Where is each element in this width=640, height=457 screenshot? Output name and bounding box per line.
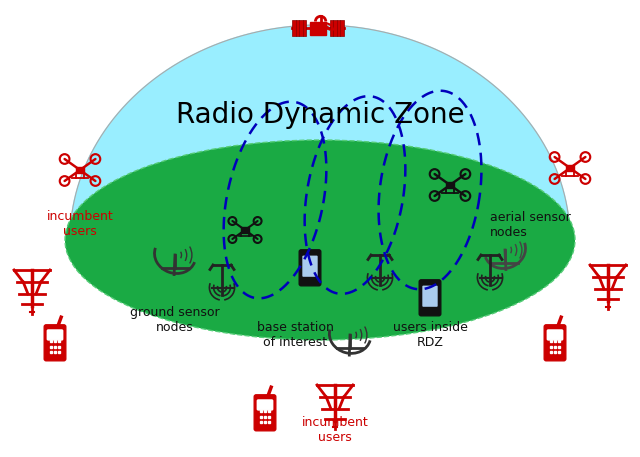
Text: incumbent
users: incumbent users bbox=[47, 210, 113, 238]
FancyBboxPatch shape bbox=[547, 330, 563, 340]
Bar bbox=[445, 182, 454, 188]
Bar bbox=[310, 21, 326, 34]
Bar bbox=[76, 167, 84, 173]
FancyBboxPatch shape bbox=[254, 395, 276, 431]
Polygon shape bbox=[70, 25, 570, 240]
FancyBboxPatch shape bbox=[302, 255, 317, 277]
Text: incumbent
users: incumbent users bbox=[301, 416, 369, 444]
Bar bbox=[292, 20, 307, 36]
FancyBboxPatch shape bbox=[544, 325, 566, 361]
Text: users inside
RDZ: users inside RDZ bbox=[392, 321, 467, 349]
Text: base station
of interest: base station of interest bbox=[257, 321, 333, 349]
Bar bbox=[241, 227, 248, 233]
Text: aerial sensor
nodes: aerial sensor nodes bbox=[490, 211, 571, 239]
FancyBboxPatch shape bbox=[300, 250, 321, 286]
FancyBboxPatch shape bbox=[257, 400, 273, 410]
FancyBboxPatch shape bbox=[419, 280, 441, 316]
Text: Radio Dynamic Zone: Radio Dynamic Zone bbox=[176, 101, 464, 129]
Bar bbox=[330, 20, 344, 36]
Ellipse shape bbox=[65, 140, 575, 340]
Text: ground sensor
nodes: ground sensor nodes bbox=[130, 306, 220, 334]
FancyBboxPatch shape bbox=[44, 325, 66, 361]
Bar bbox=[566, 165, 575, 171]
FancyBboxPatch shape bbox=[422, 286, 438, 307]
FancyBboxPatch shape bbox=[47, 330, 63, 340]
